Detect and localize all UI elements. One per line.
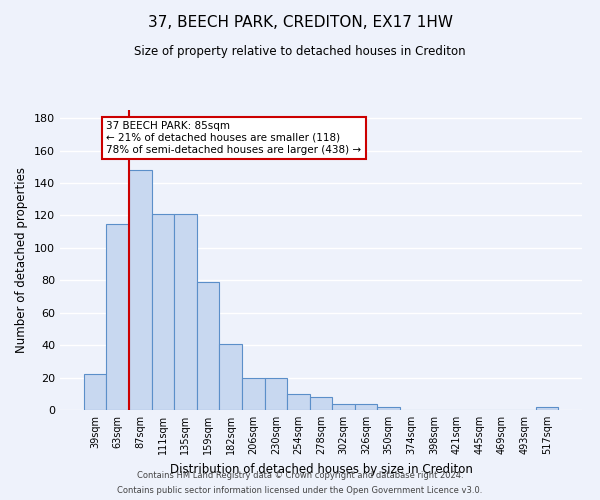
Bar xyxy=(536,407,558,410)
Bar xyxy=(377,407,400,410)
Bar xyxy=(129,170,152,410)
Bar xyxy=(174,214,197,410)
Bar xyxy=(152,214,174,410)
Bar xyxy=(265,378,287,410)
Y-axis label: Number of detached properties: Number of detached properties xyxy=(16,167,28,353)
Bar xyxy=(106,224,129,410)
X-axis label: Distribution of detached houses by size in Crediton: Distribution of detached houses by size … xyxy=(170,462,472,475)
Bar xyxy=(197,282,220,410)
Bar xyxy=(355,404,377,410)
Bar xyxy=(84,374,106,410)
Bar xyxy=(310,397,332,410)
Bar xyxy=(242,378,265,410)
Bar xyxy=(332,404,355,410)
Text: 37 BEECH PARK: 85sqm
← 21% of detached houses are smaller (118)
78% of semi-deta: 37 BEECH PARK: 85sqm ← 21% of detached h… xyxy=(106,122,361,154)
Text: Contains public sector information licensed under the Open Government Licence v3: Contains public sector information licen… xyxy=(118,486,482,495)
Text: Size of property relative to detached houses in Crediton: Size of property relative to detached ho… xyxy=(134,45,466,58)
Text: Contains HM Land Registry data © Crown copyright and database right 2024.: Contains HM Land Registry data © Crown c… xyxy=(137,471,463,480)
Text: 37, BEECH PARK, CREDITON, EX17 1HW: 37, BEECH PARK, CREDITON, EX17 1HW xyxy=(148,15,452,30)
Bar xyxy=(287,394,310,410)
Bar xyxy=(220,344,242,410)
